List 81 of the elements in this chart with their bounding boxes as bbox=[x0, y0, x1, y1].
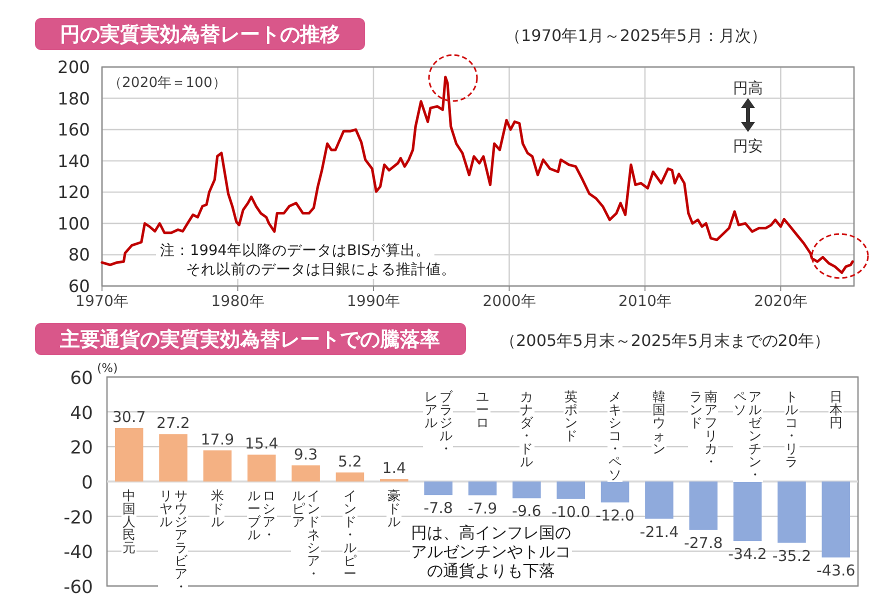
category-label: ロシア・ルーブル bbox=[248, 488, 276, 542]
data-label: -12.0 bbox=[596, 506, 634, 524]
x-tick-label: カナダ・ドル bbox=[519, 390, 534, 470]
x-tick-label: 1980年 bbox=[211, 292, 264, 310]
y-tick-label: 100 bbox=[58, 214, 90, 234]
annotation: 円は、高インフレ国のアルゼンチンやトルコの通貨よりも下落 bbox=[410, 523, 572, 580]
category-label: ブラジル・レアル bbox=[424, 390, 452, 457]
bar bbox=[247, 454, 276, 482]
data-label: -10.0 bbox=[551, 502, 590, 521]
y-tick-label: 140 bbox=[58, 152, 90, 172]
data-label: -7.8 bbox=[424, 499, 453, 518]
x-tick-label: インド・ルピー bbox=[342, 488, 358, 582]
annotation: （2020年＝100） bbox=[108, 75, 226, 91]
x-tick-label: 1970年 bbox=[75, 292, 129, 310]
chart-subtitle: （1970年1月～2025年5月：月次） bbox=[505, 26, 767, 45]
data-label: 27.2 bbox=[156, 414, 190, 432]
y-tick-label: 40 bbox=[70, 402, 93, 424]
annotation: 注：1994年以降のデータはBISが算出。 bbox=[160, 242, 430, 259]
data-label: 17.9 bbox=[200, 430, 234, 448]
bar bbox=[159, 434, 188, 482]
bar bbox=[424, 482, 452, 496]
x-tick-label: 豪ドル bbox=[386, 488, 402, 530]
x-tick-label: 中国人民元 bbox=[122, 488, 137, 556]
y-tick-label: 180 bbox=[58, 89, 90, 110]
data-label: -21.4 bbox=[640, 522, 679, 541]
annotation: 円安 bbox=[733, 137, 763, 155]
bar bbox=[512, 482, 541, 498]
data-label: 15.4 bbox=[244, 434, 278, 453]
data-label: 30.7 bbox=[112, 408, 146, 426]
data-label: 5.2 bbox=[338, 452, 362, 470]
bar bbox=[822, 482, 850, 558]
data-label: -35.2 bbox=[772, 546, 812, 565]
bar bbox=[600, 482, 630, 502]
y-tick-label: -40 bbox=[64, 542, 93, 564]
bar bbox=[645, 482, 674, 519]
x-tick-label: 1990年 bbox=[346, 292, 400, 310]
category-label: 南アフリカ・ランド bbox=[689, 390, 718, 470]
x-tick-label: 2010年 bbox=[618, 292, 672, 310]
x-tick-label: トルコ・リラ bbox=[784, 390, 800, 470]
data-label: -27.8 bbox=[684, 534, 723, 552]
chart-title: 円の実質実効為替レートの推移 bbox=[60, 22, 340, 46]
y-tick-label: 160 bbox=[58, 120, 90, 141]
x-tick-label: 英ポンド bbox=[563, 390, 578, 444]
y-axis-title: (%) bbox=[97, 361, 118, 375]
data-label: -9.6 bbox=[512, 502, 542, 520]
y-tick-label: 60 bbox=[70, 368, 93, 389]
chart-subtitle: （2005年5月末～2025年5月末までの20年） bbox=[500, 331, 830, 350]
bar bbox=[203, 450, 232, 482]
data-label: -43.6 bbox=[816, 561, 856, 580]
annotation: それ以前のデータは日銀による推計値。 bbox=[186, 261, 456, 278]
category-label: インドネシア・ルピア bbox=[292, 488, 320, 582]
x-tick-label: 2000年 bbox=[482, 292, 536, 310]
y-tick-label: 200 bbox=[58, 58, 90, 78]
data-label: -7.9 bbox=[468, 499, 498, 518]
bar bbox=[733, 482, 762, 542]
data-label: -34.2 bbox=[728, 545, 767, 564]
data-label: 9.3 bbox=[294, 445, 318, 464]
category-label: サウジアラビア・リヤル bbox=[159, 488, 188, 594]
data-label: 1.4 bbox=[382, 459, 406, 478]
x-tick-label: ユーロ bbox=[475, 390, 490, 431]
y-tick-label: 80 bbox=[68, 246, 90, 266]
bar bbox=[336, 472, 364, 482]
x-tick-label: 韓国ウォン bbox=[652, 390, 667, 457]
x-tick-label: メキシコ・ペソ bbox=[608, 390, 623, 483]
chart-title: 主要通貨の実質実効為替レートでの騰落率 bbox=[59, 327, 440, 351]
x-tick-label: 米ドル bbox=[210, 488, 225, 530]
y-tick-label: 0 bbox=[82, 472, 93, 494]
bar bbox=[556, 482, 585, 499]
bar bbox=[292, 465, 320, 482]
bar bbox=[689, 482, 718, 530]
category-label: アルゼンチン・ペソ bbox=[734, 390, 762, 483]
y-tick-label: 20 bbox=[70, 438, 93, 459]
y-tick-label: 120 bbox=[58, 183, 90, 204]
bar bbox=[468, 482, 497, 496]
bar bbox=[114, 428, 144, 482]
x-tick-label: 2020年 bbox=[754, 292, 808, 310]
y-tick-label: -20 bbox=[64, 507, 93, 528]
x-tick-label: 日本円 bbox=[828, 390, 844, 431]
annotation: 円高 bbox=[733, 79, 763, 97]
bar bbox=[778, 482, 806, 543]
y-tick-label: -60 bbox=[64, 577, 93, 598]
